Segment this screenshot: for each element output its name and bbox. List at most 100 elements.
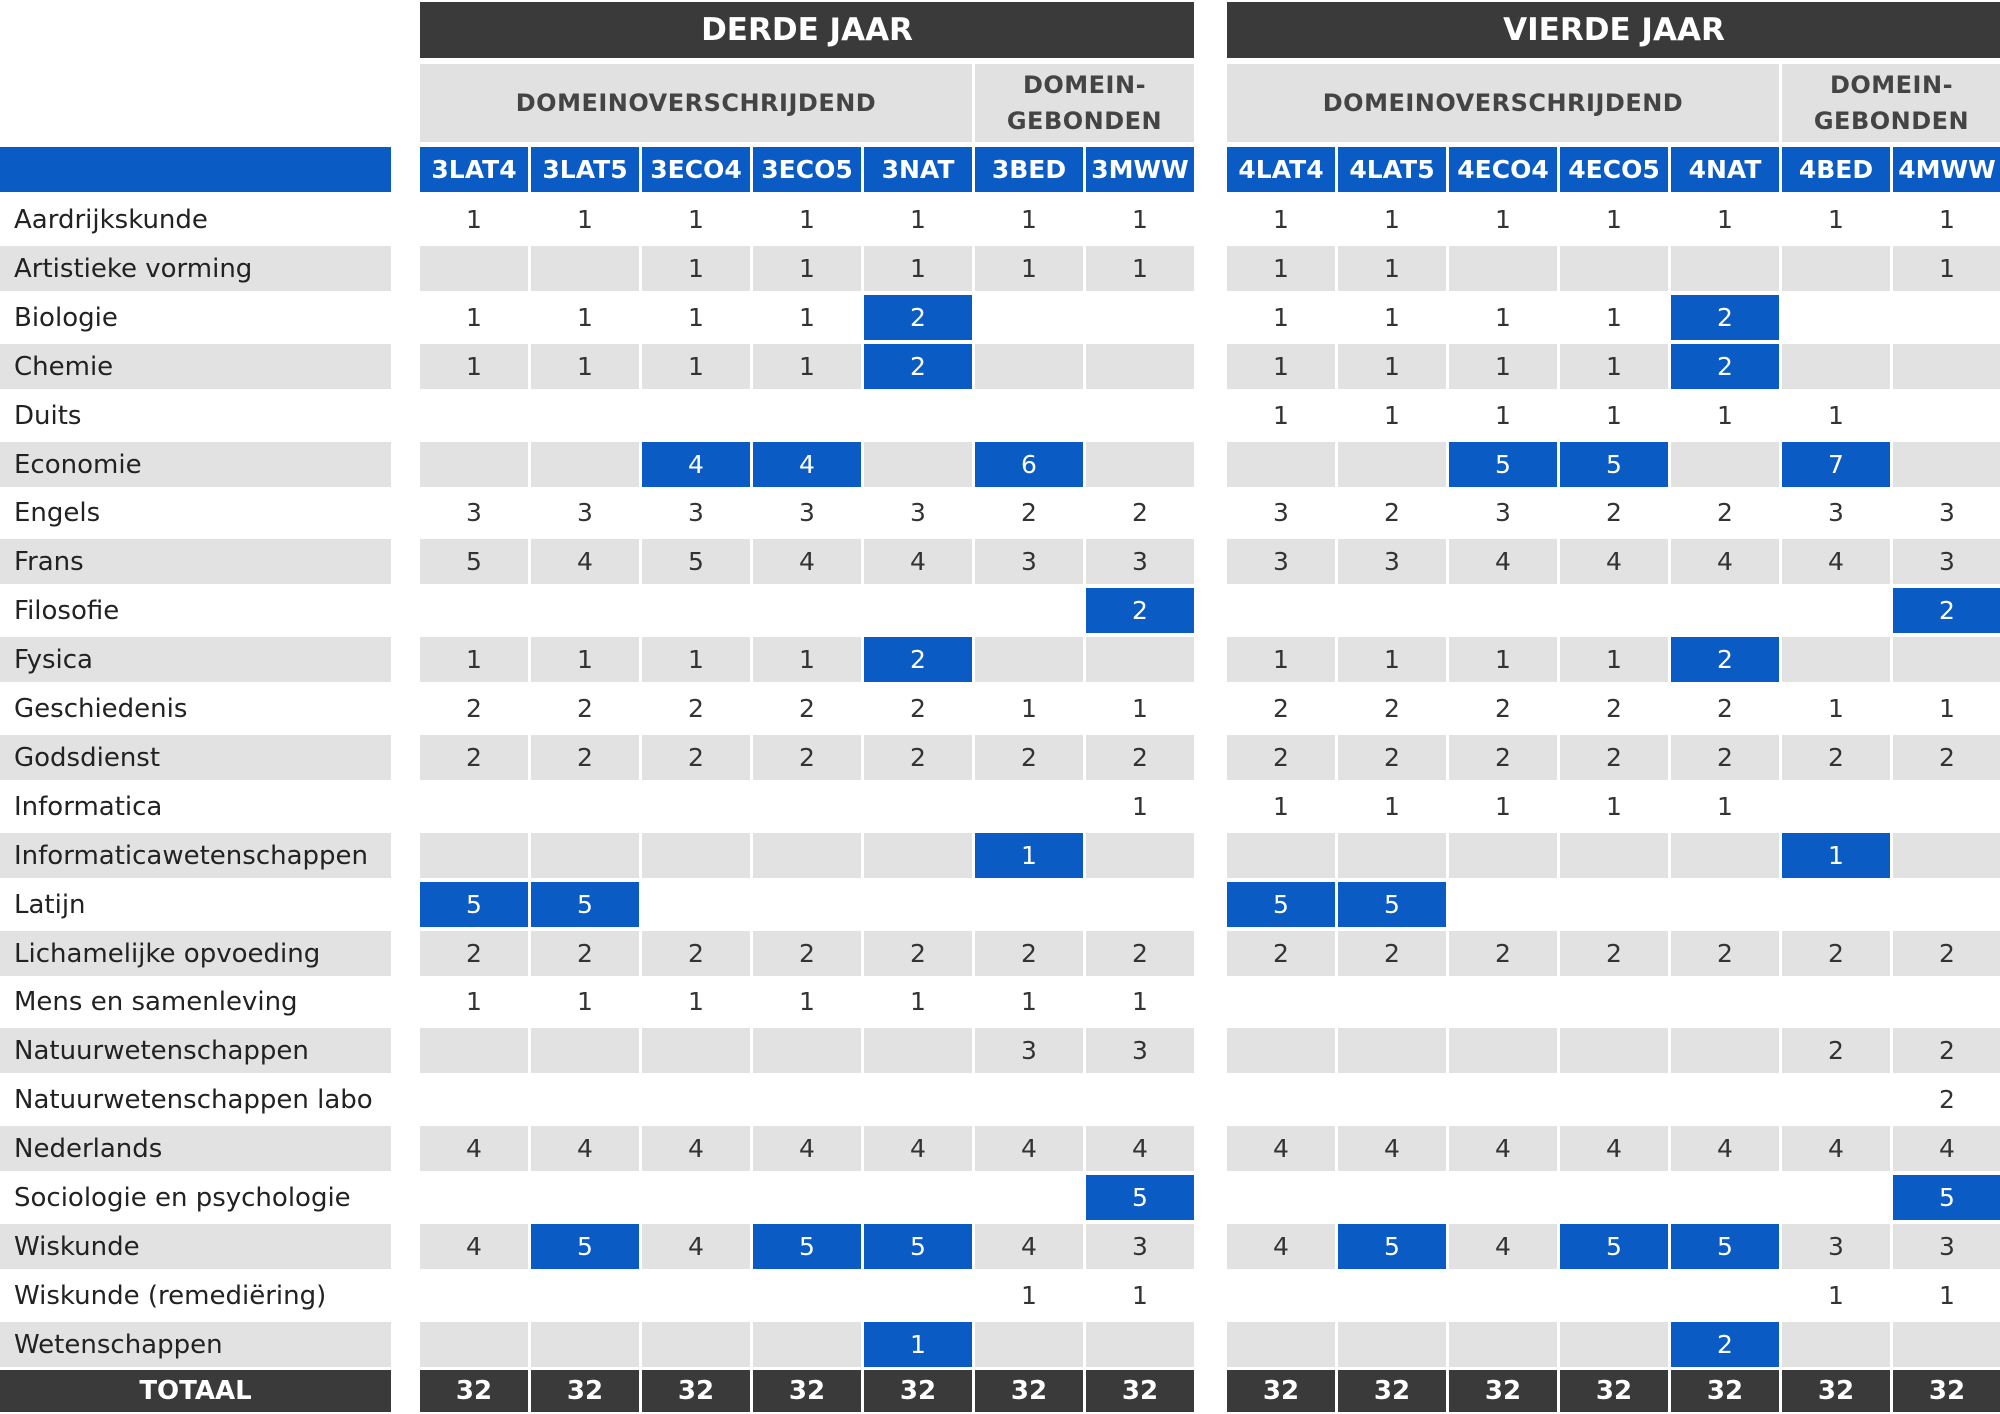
hours-cell	[642, 588, 750, 633]
hours-cell	[753, 1322, 861, 1367]
hours-cell: 2	[420, 931, 528, 976]
hours-cell: 4	[1227, 1126, 1335, 1171]
year-title: DERDE JAAR	[420, 2, 1194, 58]
hours-cell: 1	[910, 987, 926, 1016]
total-cell: 32	[1227, 1370, 1335, 1412]
hours-cell: 2	[1782, 1028, 1890, 1073]
hours-cell: 1	[577, 205, 593, 234]
hours-cell	[864, 393, 972, 438]
hours-cell: 2	[1384, 498, 1400, 527]
hours-cell	[1560, 1322, 1668, 1367]
hours-cell	[975, 784, 1083, 829]
hours-cell: 1	[1227, 637, 1335, 682]
hours-cell	[1227, 979, 1335, 1024]
hours-cell	[975, 295, 1083, 340]
hours-cell: 1	[1828, 1281, 1844, 1310]
hours-cell: 4	[1782, 1126, 1890, 1171]
highlighted-hours-cell: 7	[1782, 442, 1890, 487]
hours-cell: 2	[1606, 694, 1622, 723]
hours-cell: 2	[1671, 735, 1779, 780]
hours-cell: 4	[420, 1126, 528, 1171]
hours-cell: 1	[1495, 205, 1511, 234]
hours-cell: 3	[688, 498, 704, 527]
hours-cell: 1	[1717, 792, 1733, 821]
hours-cell	[642, 833, 750, 878]
highlighted-hours-cell: 2	[1086, 588, 1194, 633]
total-cell: 32	[531, 1370, 639, 1412]
hours-cell	[1893, 979, 2000, 1024]
subject-name: Godsdienst	[0, 735, 391, 780]
hours-cell	[1086, 833, 1194, 878]
highlighted-hours-cell: 5	[1671, 1224, 1779, 1269]
hours-cell	[753, 1175, 861, 1220]
hours-cell: 3	[1782, 1224, 1890, 1269]
highlighted-hours-cell: 1	[864, 1322, 972, 1367]
hours-cell	[1560, 588, 1668, 633]
hours-cell	[531, 1077, 639, 1122]
hours-cell	[1449, 588, 1557, 633]
hours-cell: 3	[910, 498, 926, 527]
hours-cell: 1	[1449, 637, 1557, 682]
hours-cell	[1671, 588, 1779, 633]
year-title: VIERDE JAAR	[1227, 2, 2000, 58]
hours-cell: 1	[1828, 401, 1844, 430]
hours-cell: 2	[1449, 735, 1557, 780]
hours-cell	[1782, 1077, 1890, 1122]
hours-cell: 1	[1495, 303, 1511, 332]
highlighted-hours-cell: 5	[1893, 1175, 2000, 1220]
hours-cell	[1227, 833, 1335, 878]
hours-cell	[420, 246, 528, 291]
hours-cell	[1338, 1077, 1446, 1122]
hours-cell	[531, 1175, 639, 1220]
hours-cell	[753, 1077, 861, 1122]
hours-cell: 1	[753, 344, 861, 389]
hours-cell	[1560, 1028, 1668, 1073]
hours-cell: 2	[1893, 931, 2000, 976]
hours-cell: 1	[1132, 792, 1148, 821]
hours-cell	[642, 1322, 750, 1367]
hours-cell	[1671, 882, 1779, 927]
column-code: 4NAT	[1671, 147, 1779, 192]
hours-cell: 2	[1893, 1028, 2000, 1073]
hours-cell: 1	[1606, 205, 1622, 234]
hours-cell: 4	[864, 539, 972, 584]
hours-cell: 1	[466, 987, 482, 1016]
hours-cell: 4	[642, 1126, 750, 1171]
hours-cell	[642, 1077, 750, 1122]
hours-cell: 4	[975, 1224, 1083, 1269]
hours-cell	[1671, 246, 1779, 291]
group-heading: DOMEIN- GEBONDEN	[1782, 64, 2000, 142]
hours-cell: 4	[1086, 1126, 1194, 1171]
highlighted-hours-cell: 5	[1086, 1175, 1194, 1220]
hours-cell: 1	[1939, 1281, 1955, 1310]
hours-cell	[1671, 1077, 1779, 1122]
hours-cell	[864, 1028, 972, 1073]
hours-cell: 1	[466, 205, 482, 234]
hours-cell: 1	[1828, 694, 1844, 723]
hours-cell: 1	[1021, 987, 1037, 1016]
hours-cell	[1893, 637, 2000, 682]
hours-cell: 1	[910, 205, 926, 234]
hours-cell: 2	[1449, 931, 1557, 976]
hours-cell: 1	[1495, 792, 1511, 821]
total-cell: 32	[864, 1370, 972, 1412]
hours-cell: 1	[1132, 987, 1148, 1016]
hours-cell: 2	[1227, 931, 1335, 976]
hours-cell: 2	[975, 735, 1083, 780]
hours-cell	[1782, 882, 1890, 927]
hours-cell: 2	[1495, 694, 1511, 723]
hours-cell: 1	[1893, 246, 2000, 291]
hours-cell: 3	[1273, 498, 1289, 527]
hours-cell: 2	[1338, 735, 1446, 780]
hours-cell: 1	[1384, 205, 1400, 234]
subject-name: Natuurwetenschappen labo	[14, 1084, 373, 1115]
hours-cell	[1338, 1175, 1446, 1220]
highlighted-hours-cell: 1	[975, 833, 1083, 878]
hours-cell	[1782, 784, 1890, 829]
hours-cell: 1	[577, 987, 593, 1016]
hours-cell	[864, 833, 972, 878]
hours-cell	[975, 1322, 1083, 1367]
hours-cell: 1	[1021, 1281, 1037, 1310]
hours-cell: 3	[1086, 1028, 1194, 1073]
